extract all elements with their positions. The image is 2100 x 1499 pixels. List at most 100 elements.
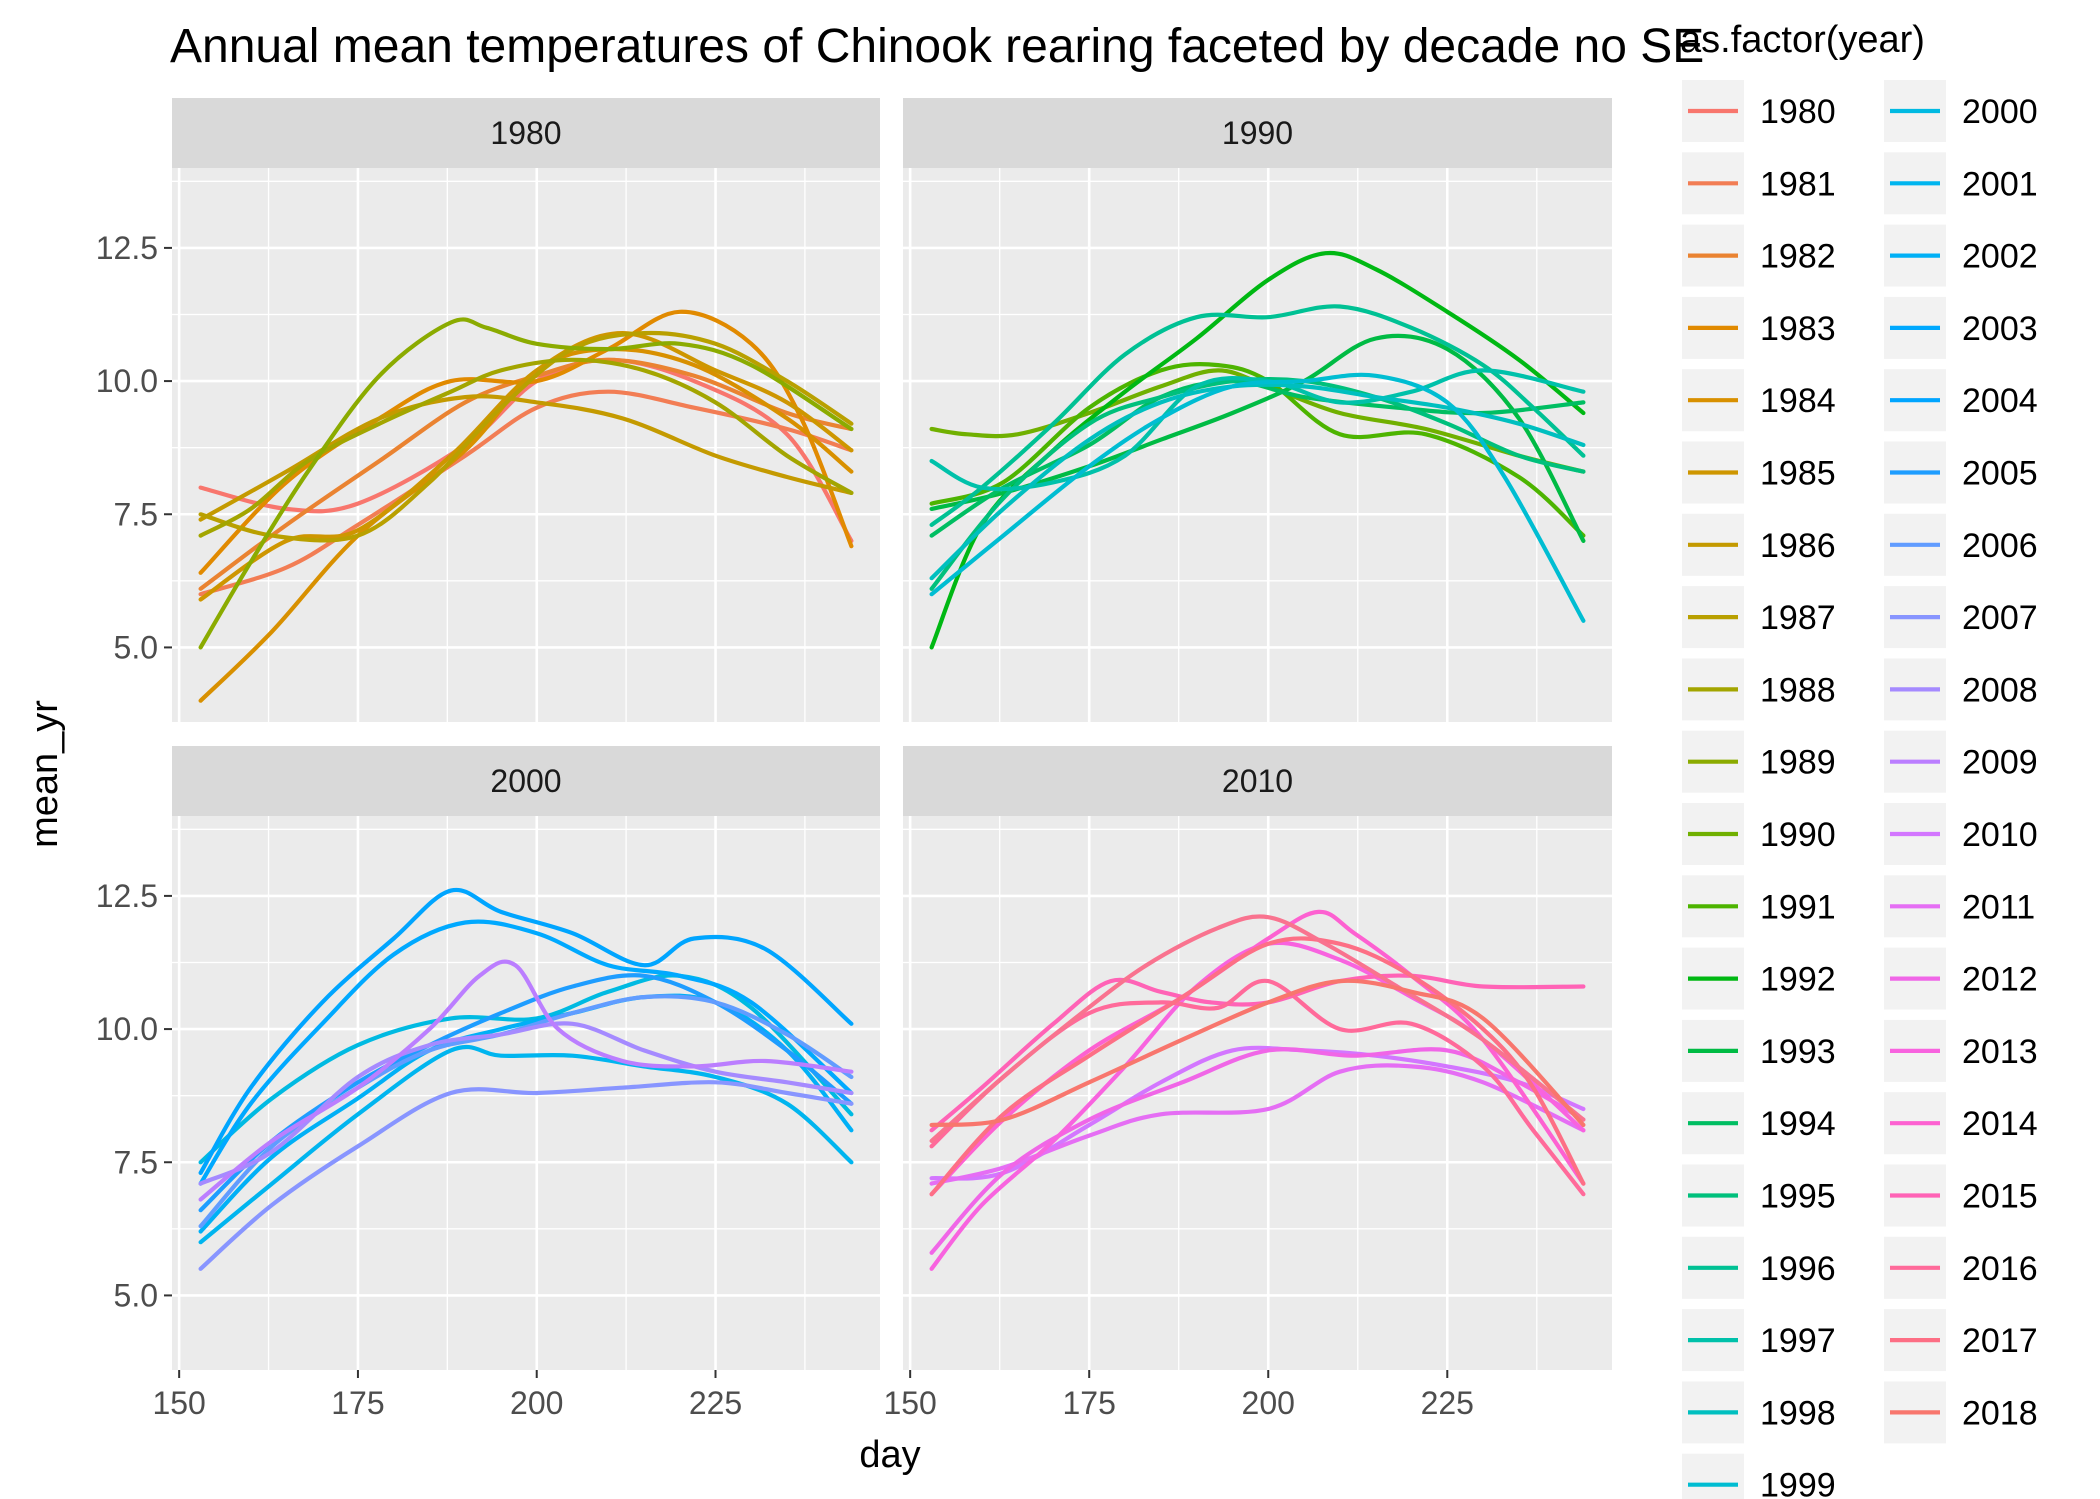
legend-item-1989: 1989 xyxy=(1682,730,1836,793)
x-tick-label: 225 xyxy=(1421,1385,1474,1421)
series-line xyxy=(929,978,1586,1128)
legend-label: 2010 xyxy=(1962,816,2038,854)
x-tick-label: 175 xyxy=(331,1385,384,1421)
panel-background xyxy=(903,816,1612,1370)
legend-item-2003: 2003 xyxy=(1884,296,2038,359)
facet-strip-label: 2010 xyxy=(1222,763,1293,799)
series-line xyxy=(198,317,854,650)
series-line xyxy=(929,333,1586,543)
y-tick-label: 12.5 xyxy=(96,230,158,266)
legend-label: 2002 xyxy=(1962,238,2038,276)
legend-title: as.factor(year) xyxy=(1680,19,1925,61)
x-axis-title: day xyxy=(859,1434,920,1476)
legend-label: 1988 xyxy=(1760,671,1836,709)
x-tick-label: 175 xyxy=(1063,1385,1116,1421)
legend-label: 2016 xyxy=(1962,1250,2038,1288)
series-line xyxy=(929,362,1586,538)
legend-item-1990: 1990 xyxy=(1682,803,1836,865)
facet-strip xyxy=(903,98,1612,168)
legend-label: 2014 xyxy=(1962,1105,2038,1143)
facet-panel-1980: 1980 xyxy=(172,98,880,722)
legend-item-1992: 1992 xyxy=(1682,947,1836,1010)
series-line xyxy=(198,993,854,1234)
legend-item-1993: 1993 xyxy=(1682,1019,1836,1082)
legend-label: 2004 xyxy=(1962,382,2038,420)
legend-label: 1982 xyxy=(1760,238,1836,276)
series-line xyxy=(929,372,1586,623)
legend-item-2016: 2016 xyxy=(1884,1236,2038,1299)
legend-label: 1980 xyxy=(1760,93,1836,131)
legend-label: 1996 xyxy=(1760,1250,1836,1288)
y-tick-label: 5.0 xyxy=(114,1277,158,1313)
legend-label: 1992 xyxy=(1760,961,1836,999)
legend-label: 2018 xyxy=(1962,1394,2038,1432)
facet-strip xyxy=(172,746,880,816)
legend-label: 2000 xyxy=(1962,93,2038,131)
legend-item-2017: 2017 xyxy=(1884,1309,2038,1372)
legend-label: 1981 xyxy=(1760,165,1836,203)
legend-label: 2005 xyxy=(1962,455,2038,493)
series-line xyxy=(198,919,854,1186)
series-line xyxy=(198,357,854,538)
legend-item-1996: 1996 xyxy=(1682,1236,1836,1299)
legend-item-2004: 2004 xyxy=(1884,369,2038,432)
x-axes: 150 175 200 225 150 175 200 225 xyxy=(152,1370,1474,1421)
series-line xyxy=(929,1047,1586,1255)
legend-label: 1989 xyxy=(1760,744,1836,782)
chart-title: Annual mean temperatures of Chinook rear… xyxy=(170,20,1704,73)
legend-label: 2015 xyxy=(1962,1178,2038,1216)
legend-item-1995: 1995 xyxy=(1682,1164,1836,1227)
legend-item-2007: 2007 xyxy=(1884,586,2038,649)
legend-label: 2011 xyxy=(1962,888,2035,926)
legend-label: 1990 xyxy=(1760,816,1836,854)
x-tick-label: 150 xyxy=(152,1385,205,1421)
series-line xyxy=(929,973,1586,1133)
x-tick-label: 200 xyxy=(510,1385,563,1421)
legend-label: 1997 xyxy=(1760,1322,1836,1360)
y-tick-label: 10.0 xyxy=(96,1011,158,1047)
legend-item-1988: 1988 xyxy=(1682,658,1836,721)
legend-label: 1986 xyxy=(1760,527,1836,565)
facet-panels: 1980 1990 2000 2010 xyxy=(172,98,1612,1370)
series-line xyxy=(198,331,854,602)
series-line xyxy=(929,304,1586,527)
legend-label: 1983 xyxy=(1760,310,1836,348)
y-tick-label: 12.5 xyxy=(96,878,158,914)
x-tick-label: 225 xyxy=(689,1385,742,1421)
x-tick-label: 150 xyxy=(883,1385,936,1421)
y-axes: 5.0 7.5 10.0 12.5 5.0 7.5 10.0 12.5 xyxy=(96,230,172,1313)
legend-label: 2001 xyxy=(1962,165,2038,203)
series-line xyxy=(198,389,854,597)
legend-item-2013: 2013 xyxy=(1884,1019,2038,1082)
legend-label: 2017 xyxy=(1962,1322,2038,1360)
legend-item-1987: 1987 xyxy=(1682,586,1836,649)
legend-label: 1987 xyxy=(1760,599,1836,637)
legend-item-2005: 2005 xyxy=(1884,441,2038,504)
legend-item-2000: 2000 xyxy=(1884,80,2038,142)
series-line xyxy=(198,973,854,1165)
legend-item-1994: 1994 xyxy=(1682,1092,1836,1155)
legend-item-2006: 2006 xyxy=(1884,513,2038,576)
legend-item-1998: 1998 xyxy=(1682,1381,1836,1444)
legend-item-2014: 2014 xyxy=(1884,1092,2038,1155)
legend-item-2011: 2011 xyxy=(1884,875,2035,938)
legend-item-1986: 1986 xyxy=(1682,513,1836,576)
y-tick-label: 10.0 xyxy=(96,363,158,399)
legend-item-2001: 2001 xyxy=(1884,152,2038,215)
legend-item-1985: 1985 xyxy=(1682,441,1836,504)
series-line xyxy=(198,959,854,1202)
legend-label: 2006 xyxy=(1962,527,2038,565)
legend-label: 2009 xyxy=(1962,744,2038,782)
series-line xyxy=(929,368,1586,474)
legend-label: 2007 xyxy=(1962,599,2038,637)
legend-label: 2008 xyxy=(1962,671,2038,709)
y-tick-label: 5.0 xyxy=(114,629,158,665)
legend-item-2002: 2002 xyxy=(1884,224,2038,287)
facet-strip xyxy=(172,98,880,168)
legend-item-1981: 1981 xyxy=(1682,152,1836,215)
legend-item-2010: 2010 xyxy=(1884,803,2038,865)
legend-key-background xyxy=(1682,1453,1744,1499)
legend-label: 2003 xyxy=(1962,310,2038,348)
legend-item-1991: 1991 xyxy=(1682,875,1836,938)
